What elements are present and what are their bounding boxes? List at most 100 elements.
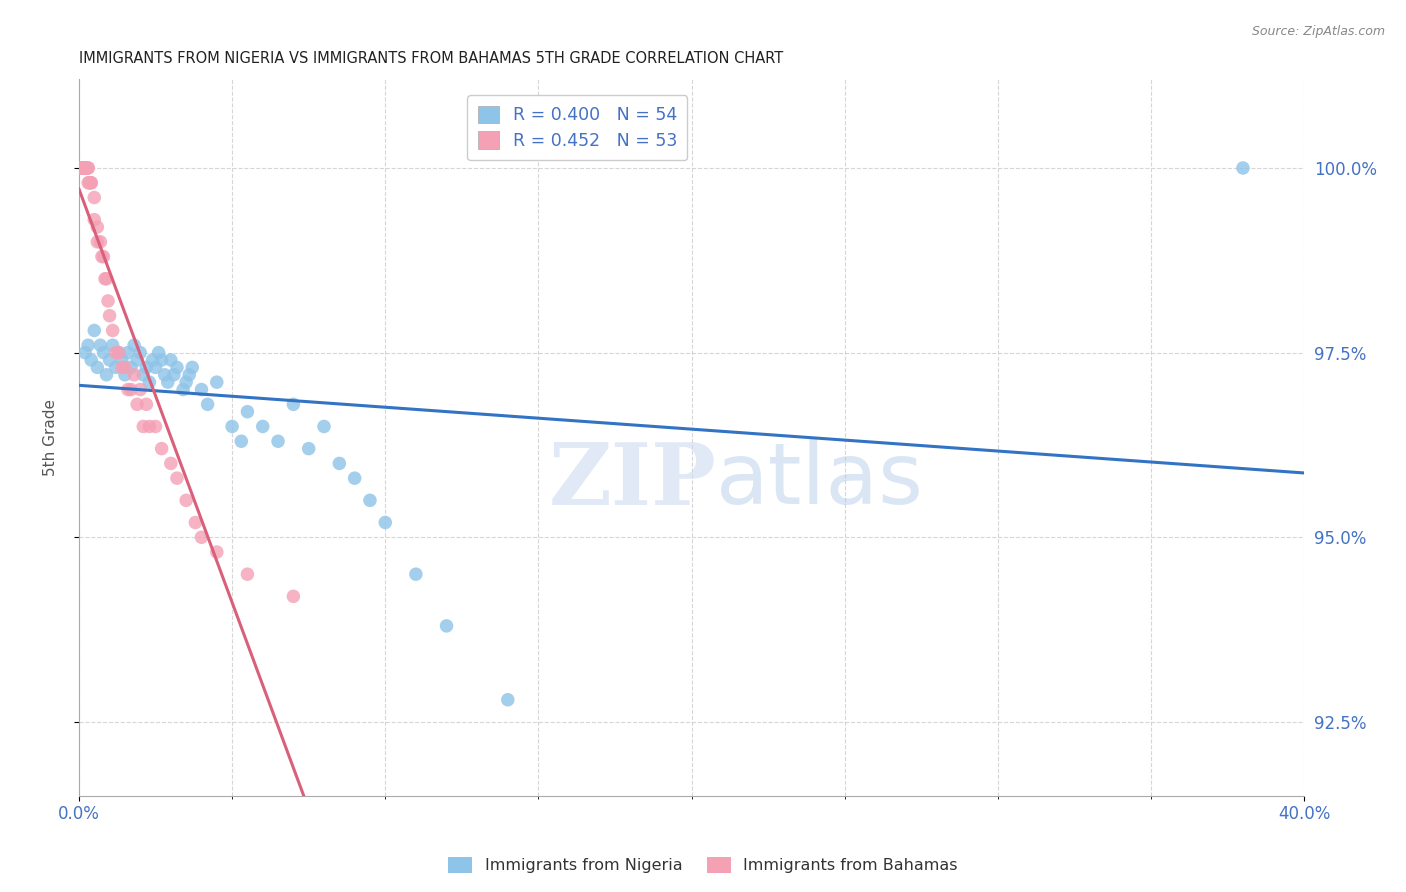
Text: atlas: atlas [716,439,924,522]
Point [75,161,97,175]
Point [145,360,167,375]
Point [76,161,98,175]
Point [174,493,197,508]
Point [436,619,458,633]
Point [98,309,121,323]
Point [111,360,134,375]
Point [221,419,243,434]
Point [77,176,100,190]
Point [156,375,179,389]
Point [97,293,120,308]
Point [117,383,139,397]
Point [75,161,97,175]
Point [79,176,101,190]
Point [405,567,427,582]
Legend: Immigrants from Nigeria, Immigrants from Bahamas: Immigrants from Nigeria, Immigrants from… [441,850,965,880]
Point [114,360,136,375]
Point [83,190,105,204]
Point [145,419,167,434]
Point [252,419,274,434]
Point [138,375,160,389]
Point [98,353,121,368]
Point [374,516,396,530]
Point [197,397,219,411]
Point [129,383,152,397]
Point [174,375,197,389]
Point [80,353,103,368]
Point [135,360,157,375]
Point [86,360,108,375]
Point [89,235,111,249]
Point [117,345,139,359]
Point [163,368,186,382]
Point [90,250,112,264]
Point [75,161,97,175]
Point [77,338,100,352]
Point [101,338,124,352]
Point [69,161,91,175]
Point [160,353,183,368]
Point [166,360,188,375]
Point [76,161,98,175]
Point [160,457,183,471]
Point [179,368,201,382]
Point [70,161,93,175]
Point [236,567,259,582]
Point [298,442,321,456]
Point [96,368,118,382]
Point [77,161,100,175]
Point [72,161,94,175]
Point [86,235,108,249]
Point [343,471,366,485]
Point [153,368,176,382]
Point [127,397,149,411]
Point [83,212,105,227]
Text: IMMIGRANTS FROM NIGERIA VS IMMIGRANTS FROM BAHAMAS 5TH GRADE CORRELATION CHART: IMMIGRANTS FROM NIGERIA VS IMMIGRANTS FR… [79,51,783,66]
Point [80,176,103,190]
Text: ZIP: ZIP [548,439,716,523]
Point [72,161,94,175]
Point [122,368,145,382]
Point [231,434,253,449]
Y-axis label: 5th Grade: 5th Grade [44,399,58,476]
Point [1232,161,1254,175]
Point [172,383,194,397]
Point [101,323,124,337]
Point [496,692,519,706]
Point [127,353,149,368]
Point [312,419,335,434]
Point [93,345,115,359]
Point [120,360,142,375]
Point [135,397,157,411]
Point [79,176,101,190]
Point [70,161,93,175]
Point [114,368,136,382]
Point [107,345,129,359]
Point [150,353,173,368]
Point [94,272,117,286]
Point [77,161,100,175]
Point [184,516,207,530]
Point [96,272,118,286]
Point [132,368,155,382]
Point [205,545,228,559]
Point [93,250,115,264]
Point [150,442,173,456]
Point [148,345,170,359]
Point [86,220,108,235]
Point [283,397,305,411]
Point [359,493,381,508]
Text: Source: ZipAtlas.com: Source: ZipAtlas.com [1251,25,1385,38]
Point [72,161,94,175]
Point [120,383,142,397]
Point [122,338,145,352]
Point [267,434,290,449]
Point [75,345,97,359]
Point [190,383,212,397]
Point [283,590,305,604]
Point [141,353,163,368]
Point [83,323,105,337]
Point [166,471,188,485]
Legend: R = 0.400   N = 54, R = 0.452   N = 53: R = 0.400 N = 54, R = 0.452 N = 53 [467,95,688,161]
Point [107,345,129,359]
